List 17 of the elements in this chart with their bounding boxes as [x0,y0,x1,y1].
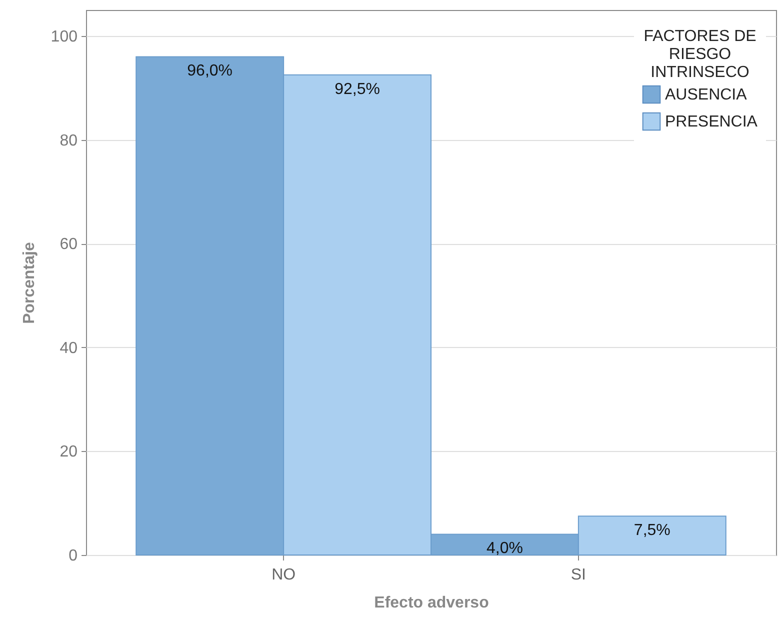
data-label: 7,5% [634,522,670,540]
x-tick-label: NO [272,566,296,584]
data-label: 4,0% [486,540,523,558]
x-tick-label: SI [570,566,586,584]
data-label: 96,0% [187,62,233,80]
x-axis-title: Efecto adverso [374,594,490,612]
y-tick-label: 100 [50,28,78,46]
y-tick-label: 60 [60,236,78,254]
y-axis-title: Porcentaje [20,242,38,324]
legend-label: AUSENCIA [665,86,748,104]
y-tick-label: 40 [60,340,78,357]
y-tick-label: 0 [68,548,78,564]
legend-label: PRESENCIA [665,114,758,130]
y-tick-label: 20 [60,444,78,461]
legend-title: FACTORES DE RIESGO INTRINSECO [644,28,756,81]
y-tick-label: 80 [60,132,78,150]
data-label: 92,5% [334,80,380,98]
